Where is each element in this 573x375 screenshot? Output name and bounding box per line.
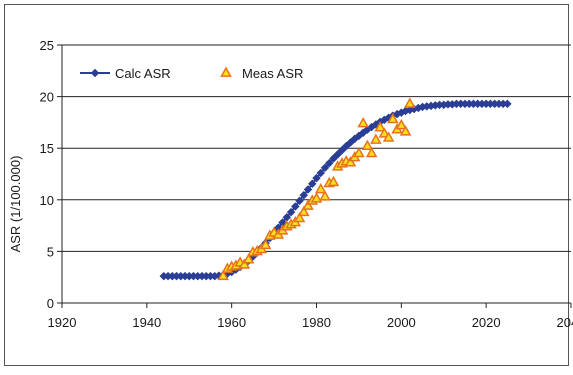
data-point	[374, 121, 386, 132]
data-point	[365, 146, 378, 158]
data-point	[329, 154, 338, 163]
legend-swatch-marker	[220, 66, 232, 77]
data-point	[310, 192, 323, 203]
series-meas-asr	[217, 97, 416, 281]
data-point	[303, 185, 313, 194]
data-point	[395, 119, 408, 130]
data-point	[327, 175, 340, 187]
data-point	[319, 190, 331, 201]
legend-item: Meas ASR	[220, 66, 303, 81]
data-point	[290, 202, 300, 211]
legend-label: Calc ASR	[115, 66, 171, 81]
data-point	[404, 97, 416, 108]
y-axis-label: ASR (1/100.000)	[8, 156, 23, 253]
data-point	[503, 99, 512, 109]
data-point	[298, 205, 310, 217]
data-series	[159, 97, 512, 281]
data-point	[286, 207, 296, 217]
data-point	[295, 196, 304, 206]
x-tick-label: 2020	[472, 315, 501, 330]
legend-item: Calc ASR	[80, 66, 171, 81]
legend-label: Meas ASR	[242, 66, 303, 81]
data-point	[378, 127, 391, 138]
y-tick-label: 20	[40, 90, 54, 105]
data-point	[399, 125, 412, 136]
chart-frame	[4, 4, 569, 366]
y-tick-label: 25	[40, 38, 54, 53]
data-point	[217, 269, 229, 281]
data-point	[324, 158, 334, 168]
data-point	[307, 179, 317, 189]
gridlines	[62, 44, 571, 252]
data-point	[361, 139, 374, 151]
data-point	[387, 112, 399, 124]
data-point	[299, 190, 309, 200]
data-point	[382, 131, 395, 142]
axes: 0 5 10 15 20 25 1920 1940 1960 1980 2000 2020 2040	[40, 38, 573, 330]
y-tick-label: 10	[40, 193, 54, 208]
data-point	[316, 168, 326, 178]
data-point	[344, 156, 357, 167]
data-point	[293, 211, 306, 223]
legend-swatch-marker	[90, 68, 100, 78]
data-point	[370, 133, 382, 144]
x-tick-label: 1940	[132, 315, 161, 330]
y-tick-label: 15	[40, 141, 54, 156]
data-point	[337, 145, 347, 155]
x-tick-label: 1960	[217, 315, 246, 330]
data-point	[312, 173, 321, 183]
x-tick-label: 2040	[557, 315, 573, 330]
x-tick-label: 2000	[387, 315, 416, 330]
x-tick-label: 1920	[48, 315, 77, 330]
data-point	[238, 258, 251, 269]
y-tick-label: 5	[47, 244, 54, 259]
data-point	[302, 199, 314, 210]
data-point	[333, 150, 343, 159]
data-point	[242, 253, 255, 264]
legend: Calc ASR Meas ASR	[80, 66, 303, 81]
data-point	[353, 146, 365, 158]
data-point	[259, 238, 272, 250]
data-point	[314, 182, 327, 194]
data-point	[320, 163, 330, 173]
data-point	[357, 116, 369, 128]
x-tick-label: 1980	[302, 315, 331, 330]
y-tick-label: 0	[47, 296, 54, 311]
